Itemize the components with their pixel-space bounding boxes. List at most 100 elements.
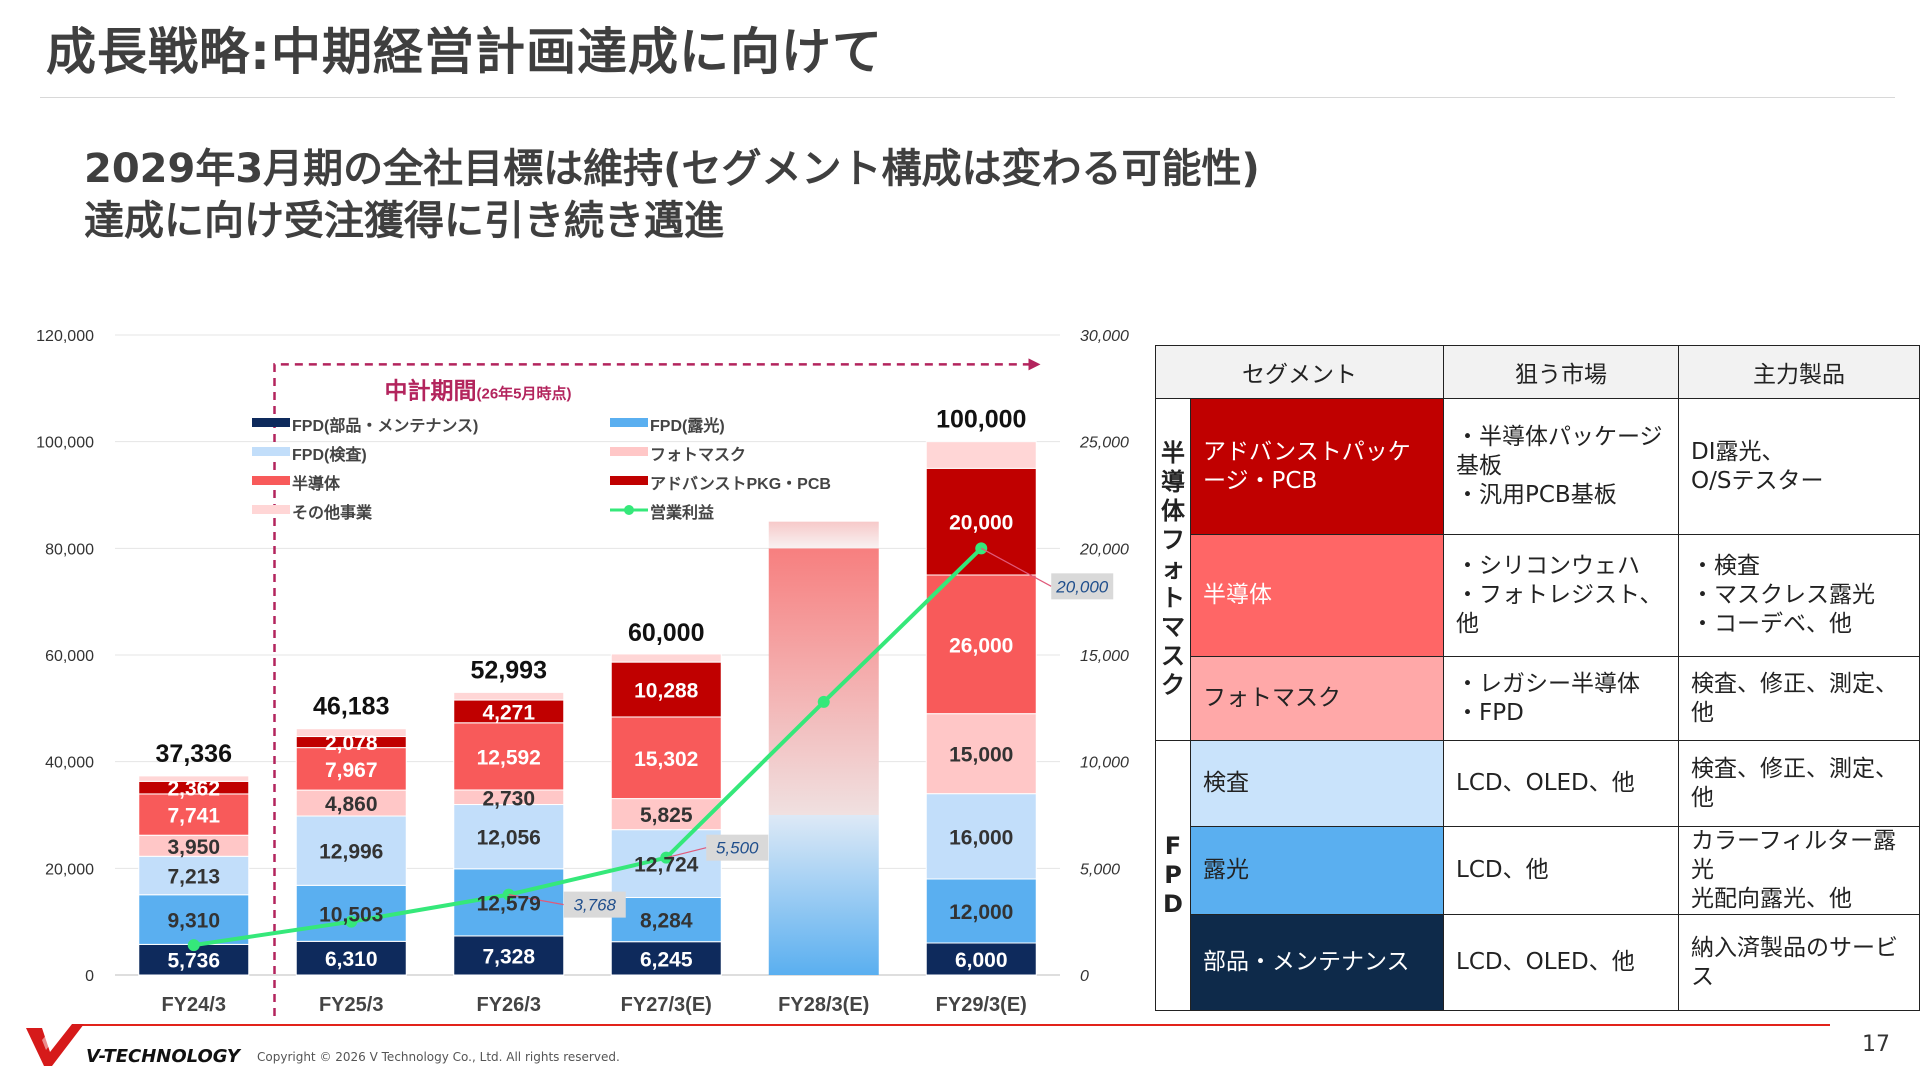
callout-label: 3,768 (573, 896, 616, 915)
segment-advanced-pkg: アドバンストパッケージ・PCB (1190, 398, 1444, 535)
callout-leader (666, 847, 707, 859)
segment-value-label: 12,996 (319, 841, 383, 864)
title-divider (40, 97, 1895, 98)
page-number: 17 (1862, 1032, 1890, 1057)
segment-photomask: フォトマスク (1190, 656, 1444, 741)
callout-box (706, 834, 769, 861)
y-axis-left: 0 20,000 40,000 60,000 80,000 100,000 120,000 (36, 328, 94, 985)
legend-label: FPD(検査) (292, 445, 367, 464)
v-technology-logo-icon (26, 1024, 84, 1066)
segment-value-label: 10,503 (319, 903, 383, 926)
legend-label: FPD(露光) (650, 416, 725, 435)
header-market: 狙う市場 (1443, 345, 1679, 399)
bar-segment (453, 804, 565, 870)
x-tick-label: FY25/3 (319, 994, 383, 1016)
bar-segment (610, 941, 722, 976)
product-parts-maintenance: 納入済製品のサービス (1678, 914, 1920, 1011)
total-label: 60,000 (628, 619, 704, 647)
callout-box (563, 891, 626, 918)
subtitle-line-1: 2029年3月期の全社目標は維持(セグメント構成は変わる可能性) (84, 146, 1260, 192)
y-right-tick-label: 25,000 (1079, 435, 1129, 452)
x-tick-label: FY28/3(E) (778, 994, 869, 1016)
legend-swatch (610, 418, 648, 427)
legend-swatch (252, 418, 290, 427)
total-label: 100,000 (936, 406, 1026, 434)
segment-exposure: 露光 (1190, 826, 1444, 915)
callout-label: 5,500 (716, 839, 759, 858)
y-right-tick-label: 15,000 (1080, 648, 1129, 665)
period-label: 中計期間(26年5月時点) (385, 377, 572, 403)
bar-segment (453, 935, 565, 976)
segment-value-label: 7,741 (167, 805, 220, 828)
bar-segment (295, 815, 407, 886)
total-label: 46,183 (313, 693, 389, 721)
product-inspection: 検査、修正、測定、他 (1678, 740, 1920, 827)
y-right-tick-label: 20,000 (1079, 541, 1129, 558)
market-exposure: LCD、他 (1443, 826, 1679, 915)
segment-value-label: 3,950 (167, 836, 220, 859)
x-axis: FY24/3 FY25/3 FY26/3 FY27/3(E) FY28/3(E) FY29… (162, 994, 1027, 1016)
bar-segment (138, 894, 250, 945)
segment-value-label: 10,288 (634, 680, 699, 703)
market-inspection: LCD、OLED、他 (1443, 740, 1679, 827)
segment-value-label: 7,328 (482, 945, 535, 968)
segment-value-label: 16,000 (949, 826, 1013, 849)
subtitle-line-2: 達成に向け受注獲得に引き続き邁進 (84, 198, 724, 244)
segment-value-label: 2,078 (325, 732, 378, 755)
total-label: 52,993 (471, 656, 547, 684)
segment-value-label: 6,310 (325, 948, 378, 971)
segment-value-label: 20,000 (949, 512, 1013, 535)
legend-swatch (252, 447, 290, 456)
profit-line (193, 546, 983, 948)
callout-leader (980, 547, 1052, 587)
legend-label: FPD(部品・メンテナンス) (292, 416, 478, 435)
group-label-semiconductor-photomask: 半導体フォトマスク (1155, 398, 1191, 741)
bar-segment (610, 661, 722, 718)
logo-text: V-TECHNOLOGY (86, 1046, 240, 1067)
total-label: 37,336 (156, 740, 232, 768)
product-photomask: 検査、修正、測定、他 (1678, 656, 1920, 741)
segment-table: セグメント 狙う市場 主力製品 半導体フォトマスク アドバンストパッケージ・PC… (1155, 345, 1920, 1011)
segment-value-label: 5,736 (167, 950, 220, 973)
y-right-tick-label: 5,000 (1080, 861, 1120, 878)
segment-value-label: 15,302 (634, 748, 698, 771)
y-left-tick-label: 100,000 (36, 435, 94, 452)
segment-value-label: 12,579 (477, 892, 541, 915)
y-left-tick-label: 20,000 (45, 861, 94, 878)
x-tick-label: FY29/3(E) (936, 994, 1027, 1016)
x-tick-label: FY26/3 (477, 994, 541, 1016)
profit-point (817, 695, 830, 708)
legend-swatch (610, 447, 648, 456)
legend-marker (624, 505, 634, 515)
bar-segment (138, 775, 250, 782)
bar-segment (610, 798, 722, 831)
bar-segment (453, 691, 565, 701)
legend-label: その他事業 (292, 503, 373, 522)
bar-segment (925, 713, 1037, 795)
page-title: 成長戦略:中期経営計画達成に向けて (46, 23, 883, 81)
segment-value-label: 12,056 (477, 827, 541, 850)
period-arrow-icon (1028, 358, 1041, 371)
x-tick-label: FY24/3 (162, 994, 226, 1016)
segment-value-label: 12,724 (634, 854, 699, 877)
y-right-tick-label: 10,000 (1080, 755, 1129, 772)
bar-fy28-fpd (768, 815, 879, 975)
y-left-tick-label: 120,000 (36, 328, 94, 345)
y-right-tick-label: 30,000 (1080, 328, 1129, 345)
bar-segment (610, 897, 722, 943)
segment-value-label: 2,730 (482, 787, 535, 810)
bar-fy28-semiconductor (768, 548, 879, 815)
y-right-tick-label: 0 (1080, 968, 1089, 985)
segment-inspection: 検査 (1190, 740, 1444, 827)
bar-segment (295, 728, 407, 738)
bar-segment (295, 747, 407, 791)
copyright: Copyright © 2026 V Technology Co., Ltd. … (257, 1050, 620, 1064)
y-left-tick-label: 40,000 (45, 755, 94, 772)
segment-value-label: 4,860 (325, 793, 378, 816)
segment-value-label: 6,245 (640, 948, 693, 971)
x-tick-label: FY27/3(E) (621, 994, 712, 1016)
segment-value-label: 4,271 (482, 701, 535, 724)
callout-label: 20,000 (1055, 577, 1109, 596)
operating-profit-line: 3,768 5,500 20,000 (187, 542, 1114, 952)
legend-label: 営業利益 (650, 503, 714, 522)
